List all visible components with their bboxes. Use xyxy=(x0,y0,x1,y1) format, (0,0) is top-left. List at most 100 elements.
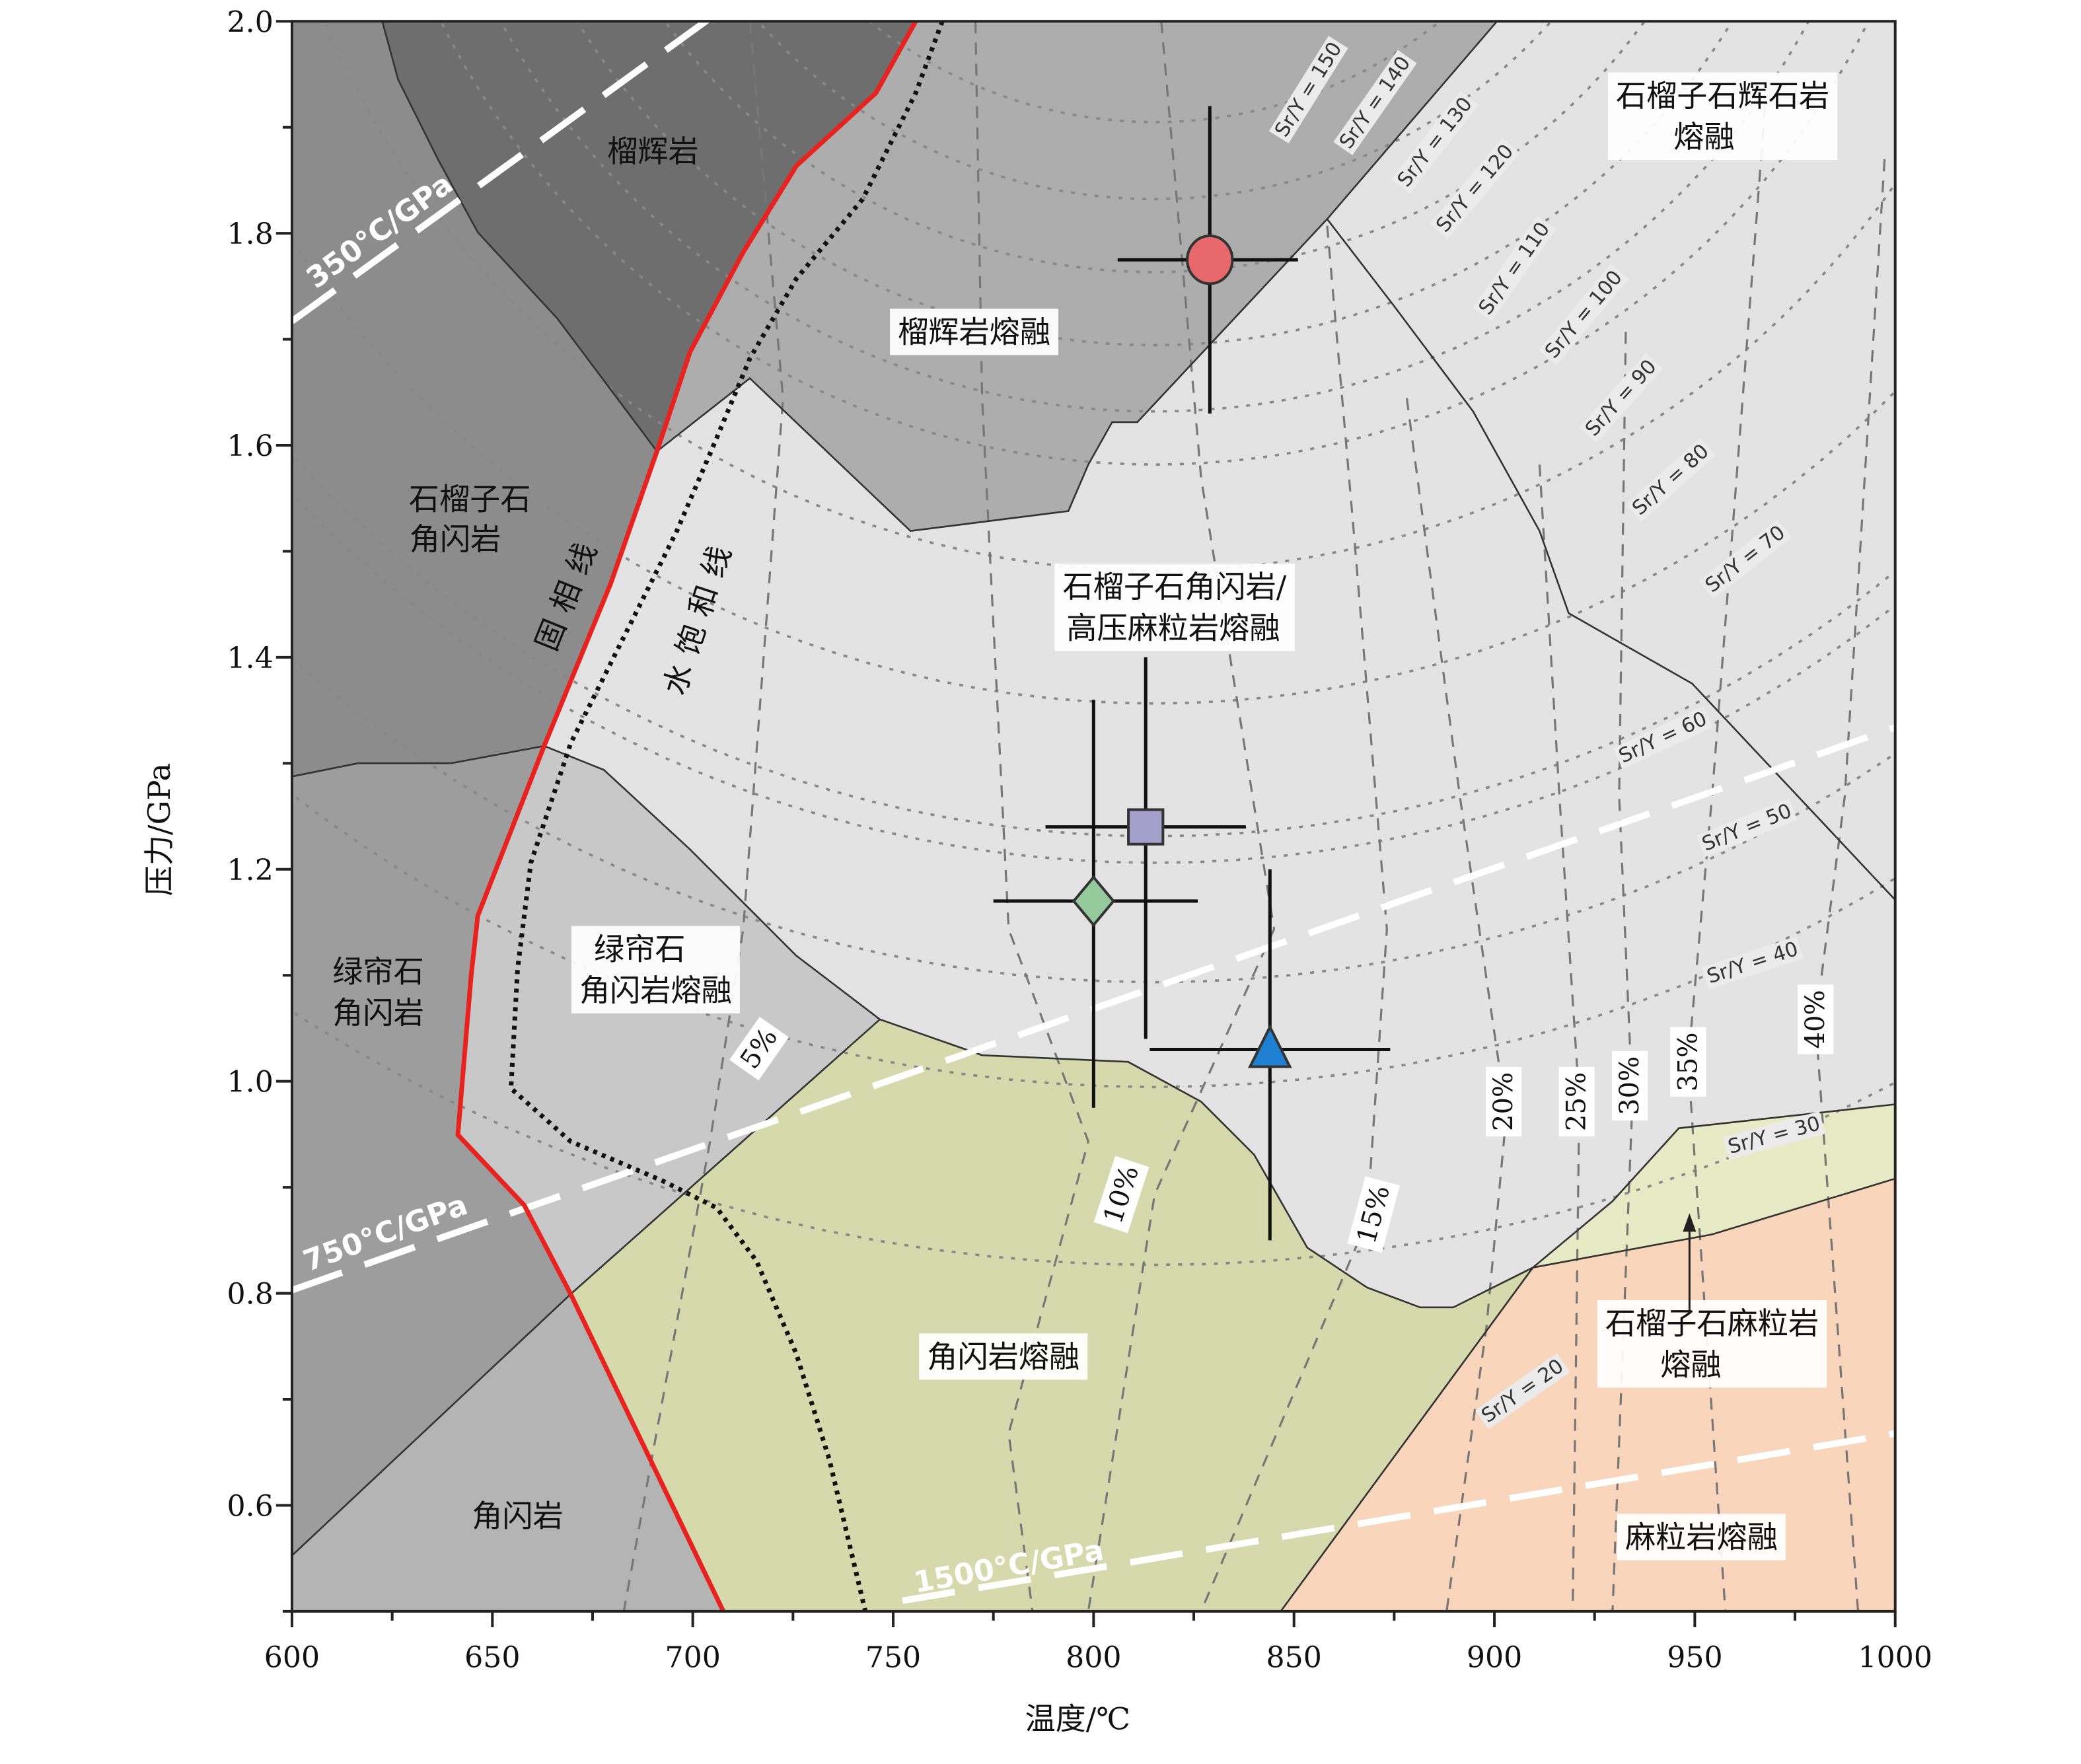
y-axis-label: 压力/GPa xyxy=(141,763,177,896)
label-background xyxy=(1607,72,1838,161)
y-tick-label: 1.6 xyxy=(227,429,274,463)
field-boundary xyxy=(656,21,1498,533)
label-background xyxy=(1579,353,1663,443)
label-background xyxy=(1054,564,1295,651)
label-background xyxy=(729,1016,789,1081)
label-background xyxy=(1670,1027,1706,1097)
x-tick-label: 900 xyxy=(1467,1640,1522,1674)
x-tick-label: 1000 xyxy=(1858,1640,1932,1674)
melt-line xyxy=(622,21,784,1611)
sry-contour-line xyxy=(756,21,1553,201)
y-tick-label: 0.6 xyxy=(227,1490,274,1524)
sry-contour-line xyxy=(291,492,1895,864)
arrow-head-icon xyxy=(1683,1213,1697,1232)
y-tick-label: 1.2 xyxy=(227,854,274,887)
label-background xyxy=(1626,437,1716,522)
label-grt-pyroxenite-melt: 石榴子石辉石岩熔融 xyxy=(1616,78,1829,155)
field-boundary xyxy=(1280,1267,1534,1611)
y-tick-label: 0.8 xyxy=(227,1278,274,1311)
field-ep-amph-melt xyxy=(458,746,880,1294)
label-ep-amph-melt: 绿帘石角闪岩熔融 xyxy=(579,932,732,1008)
melt-line xyxy=(1538,464,1581,1611)
field-eclogite-melt xyxy=(657,21,1498,531)
label-background xyxy=(1696,798,1798,858)
melt-line xyxy=(1087,21,1276,1611)
field-amphibolite xyxy=(291,1294,723,1611)
field-ep-amphibolite xyxy=(291,746,571,1556)
y-tick-label: 2.0 xyxy=(227,5,274,39)
solidus-line xyxy=(455,21,918,1611)
label-background xyxy=(1597,1300,1827,1388)
field-grt-amphibolite xyxy=(291,21,657,777)
field-boundary xyxy=(1326,218,1895,901)
label-background xyxy=(571,926,740,1013)
field-granulite-melt xyxy=(1280,1178,1895,1611)
melt-fraction-label: 30% xyxy=(1615,1056,1645,1115)
x-tick-label: 650 xyxy=(464,1640,520,1674)
square-marker xyxy=(1127,808,1165,846)
diamond-marker xyxy=(1072,875,1116,928)
data-point-diamond xyxy=(993,700,1198,1108)
x-axis-label: 温度/℃ xyxy=(1025,1701,1130,1737)
sry-contour-line xyxy=(291,1010,1895,1267)
label-background xyxy=(1391,91,1479,194)
x-tick-label: 950 xyxy=(1667,1640,1722,1674)
label-grt-granulite-melt: 石榴子石麻粒岩熔融 xyxy=(1605,1305,1819,1382)
label-background xyxy=(1093,1156,1150,1233)
label-eclogite-melt: 榴辉岩熔融 xyxy=(898,314,1050,349)
sry-contour-line xyxy=(439,21,1870,466)
label-background xyxy=(1347,1176,1400,1253)
field-boundary xyxy=(1533,1177,1895,1268)
y-tick-label: 1.8 xyxy=(227,217,274,251)
label-ep-amphibolite: 绿帘石角闪岩 xyxy=(332,954,424,1031)
label-background xyxy=(1723,1111,1825,1159)
field-amph-melt xyxy=(570,1019,1533,1611)
melt-line xyxy=(1814,159,1886,1611)
label-background xyxy=(1539,264,1629,365)
label-background xyxy=(1486,1066,1522,1137)
label-eclogite: 榴辉岩 xyxy=(607,133,699,169)
melt-line xyxy=(1200,225,1388,1611)
water-saturated-line xyxy=(508,21,945,1611)
geotherm-350 xyxy=(291,21,712,324)
melt-fraction-label: 40% xyxy=(1800,990,1831,1048)
y-tick-label: 1.0 xyxy=(227,1066,274,1099)
data-point-circle xyxy=(1117,106,1298,414)
data-point-triangle xyxy=(1150,869,1391,1241)
melt-fraction-label: 25% xyxy=(1562,1072,1592,1131)
circle-marker xyxy=(1186,235,1234,285)
x-tick-label: 800 xyxy=(1066,1640,1121,1674)
field-boundary xyxy=(381,21,658,452)
label-background xyxy=(890,309,1059,355)
label-background xyxy=(1798,984,1834,1054)
sry-contour-line xyxy=(291,793,1895,1089)
label-background xyxy=(1268,36,1348,144)
label-background xyxy=(1558,1066,1595,1137)
geotherm-1500 xyxy=(902,1430,1895,1604)
x-tick-label: 750 xyxy=(865,1640,921,1674)
label-grt-amphibolite: 石榴子石角闪岩 xyxy=(409,481,531,556)
x-tick-label: 600 xyxy=(264,1640,320,1674)
melt-fraction-label: 35% xyxy=(1673,1033,1703,1091)
label-background xyxy=(1701,936,1804,990)
label-background xyxy=(1611,1050,1648,1121)
label-background xyxy=(1333,50,1417,155)
sry-contour-line xyxy=(499,21,1810,413)
label-amphibolite: 角闪岩 xyxy=(472,1498,564,1533)
melt-line xyxy=(974,21,1090,1611)
data-point-square xyxy=(1045,657,1246,1039)
field-grt-granulite-melt xyxy=(1533,1104,1895,1268)
x-tick-label: 850 xyxy=(1266,1640,1322,1674)
label-background xyxy=(1473,215,1556,322)
label-amph-melt: 角闪岩熔融 xyxy=(927,1339,1079,1374)
triangle-marker xyxy=(1247,1023,1292,1068)
label-background xyxy=(1475,1353,1570,1430)
label-background xyxy=(1613,706,1713,770)
x-tick-label: 700 xyxy=(665,1640,720,1674)
label-background xyxy=(1430,137,1520,239)
field-eclogite xyxy=(382,21,916,452)
y-tick-label: 1.4 xyxy=(227,642,274,675)
melt-fraction-label: 20% xyxy=(1488,1072,1519,1131)
sry-contour-line xyxy=(291,453,1895,838)
